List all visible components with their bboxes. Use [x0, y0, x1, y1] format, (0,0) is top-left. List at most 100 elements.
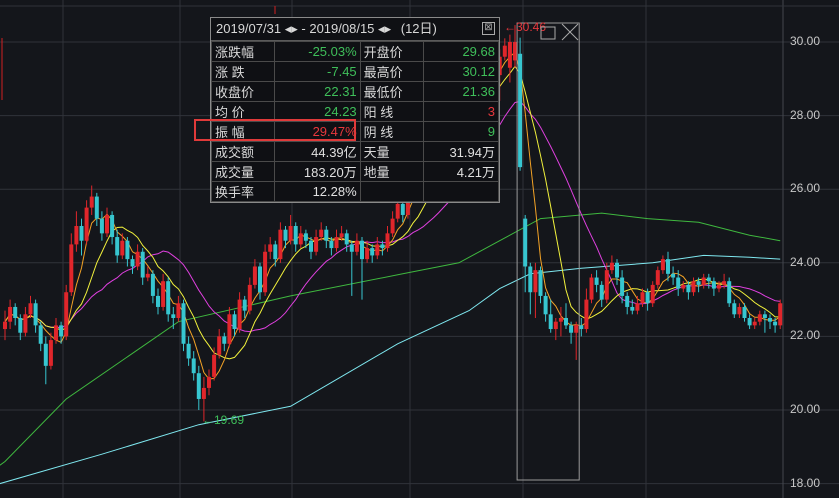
candle-body: [18, 318, 23, 333]
candle-body: [630, 306, 635, 311]
candle-body: [671, 273, 676, 278]
stat-label: 天量: [359, 141, 424, 162]
candle: [247, 277, 252, 315]
candle: [691, 277, 696, 296]
candle: [349, 240, 354, 296]
stat-value: 3: [422, 101, 500, 122]
candle: [553, 318, 558, 341]
stat-value: 22.31: [274, 81, 361, 102]
candle-body: [773, 321, 778, 326]
candle-body: [589, 277, 594, 300]
candle: [762, 310, 767, 333]
date-from[interactable]: 2019/07/31: [216, 21, 282, 36]
candle: [334, 229, 339, 252]
candle-body: [135, 251, 140, 267]
candle: [599, 281, 604, 307]
candle: [507, 34, 512, 83]
candle-body: [620, 277, 625, 296]
stat-value: 21.36: [422, 81, 500, 102]
candle: [650, 281, 655, 307]
candle: [186, 336, 191, 366]
candle-body: [400, 203, 405, 215]
stat-label: 最低价: [359, 81, 424, 102]
candle-body: [145, 273, 150, 278]
candle-body: [349, 244, 354, 252]
candle-body: [293, 226, 298, 245]
candle: [375, 237, 380, 260]
candle: [222, 332, 227, 352]
candle-body: [156, 295, 160, 307]
candle-body: [201, 387, 206, 399]
selection-box[interactable]: [516, 22, 580, 481]
candle-body: [615, 262, 619, 278]
candle-body: [752, 321, 757, 326]
candle: [518, 37, 523, 171]
candle: [589, 273, 594, 304]
candle: [8, 299, 13, 330]
maximize-icon[interactable]: [540, 26, 556, 40]
candle: [558, 306, 563, 337]
candle: [344, 229, 349, 252]
y-tick-label: 18.00: [790, 475, 821, 490]
date-to-arrows[interactable]: ◂▸: [378, 21, 392, 36]
candle: [370, 244, 375, 263]
candle: [43, 336, 48, 385]
candle-body: [329, 240, 334, 249]
candle-body: [176, 303, 181, 318]
candle: [752, 318, 757, 330]
high-label: ←30.46: [504, 20, 547, 34]
y-tick-label: 30.00: [790, 34, 821, 48]
candle-body: [569, 325, 574, 333]
date-from-arrows[interactable]: ◂▸: [284, 21, 298, 36]
popup-close-icon[interactable]: ⊠: [482, 22, 495, 35]
candle: [145, 266, 150, 282]
stat-label: 成交量: [211, 161, 275, 182]
candle: [324, 226, 329, 249]
candle: [161, 273, 166, 311]
candle: [3, 310, 7, 341]
candle: [89, 185, 94, 215]
candle-body: [110, 214, 115, 238]
stat-label: 成交额: [211, 141, 275, 162]
candle-body: [528, 266, 533, 293]
date-to[interactable]: 2019/08/15: [309, 21, 375, 36]
candle: [150, 270, 155, 304]
candle-body: [778, 303, 783, 326]
candle-body: [268, 244, 273, 252]
candle: [125, 237, 130, 267]
candle-body: [120, 240, 125, 256]
candle-body: [360, 240, 364, 260]
stats-row: 成交量 183.20万 地量 4.21万: [211, 161, 500, 182]
candle: [156, 288, 160, 315]
candle-body: [666, 259, 670, 274]
candle: [701, 273, 706, 289]
candle-body: [247, 284, 252, 311]
candle: [645, 288, 650, 311]
candle: [747, 314, 752, 330]
candle-body: [584, 299, 589, 330]
candle: [666, 251, 670, 282]
candle-body: [706, 277, 711, 282]
close-icon[interactable]: [561, 23, 579, 41]
candle: [84, 200, 89, 245]
candle: [309, 237, 313, 260]
candle: [640, 288, 645, 307]
candle-body: [380, 244, 385, 249]
stat-value: 29.47%: [274, 121, 361, 142]
candle: [176, 295, 181, 322]
candle: [380, 240, 385, 256]
candle: [620, 270, 625, 304]
candle-body: [196, 373, 201, 399]
candle: [298, 226, 303, 249]
candle-body: [13, 306, 18, 318]
stat-value: 4.21万: [422, 161, 500, 182]
amplitude-highlight: [194, 119, 356, 141]
candle: [28, 295, 33, 318]
candle: [283, 226, 288, 249]
candle-body: [640, 292, 645, 304]
candle-body: [84, 207, 89, 241]
candle-body: [502, 45, 507, 57]
candle-body: [594, 277, 599, 285]
candle: [105, 207, 109, 238]
